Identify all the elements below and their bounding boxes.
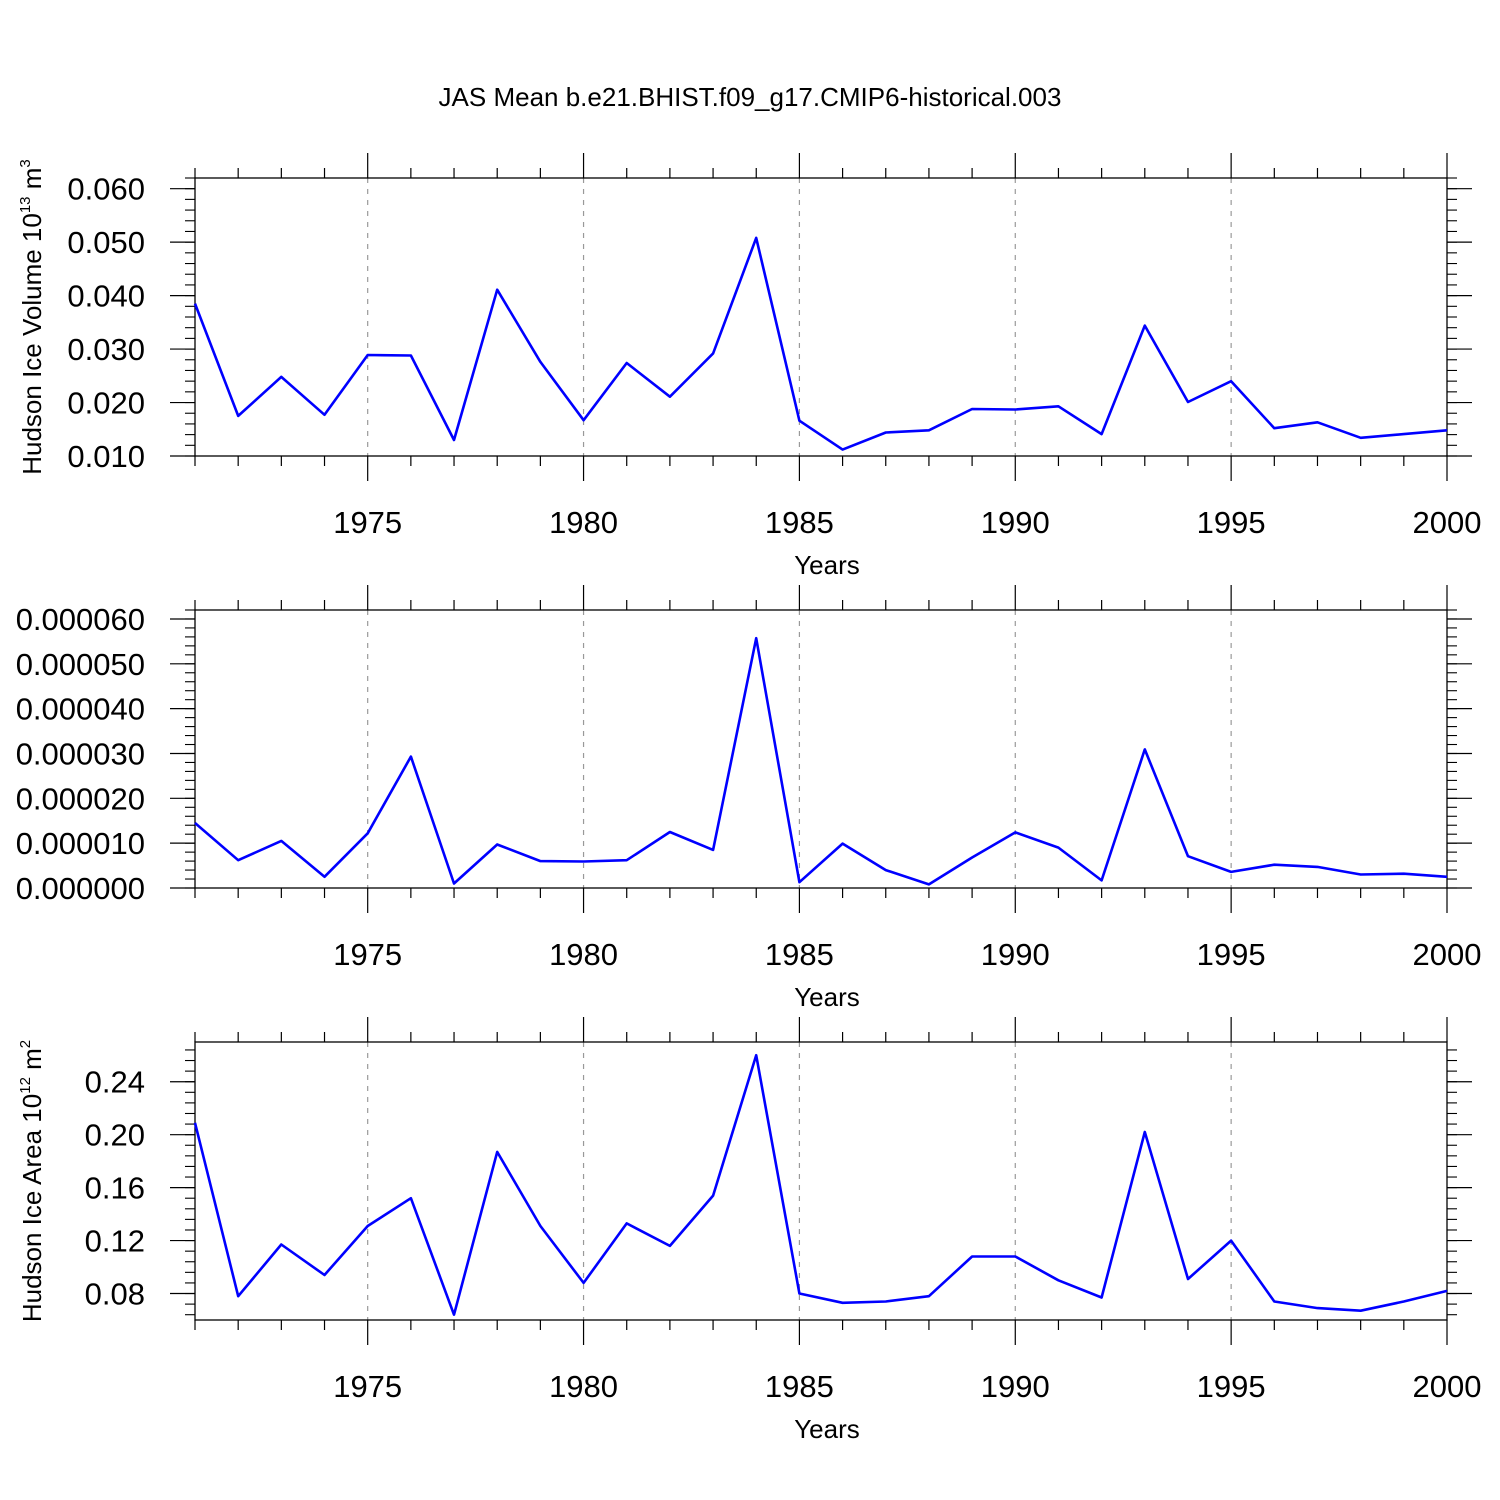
series-line — [194, 636, 1448, 886]
y-tick-label: 0.050 — [67, 225, 145, 260]
x-tick-label: 1980 — [549, 937, 618, 972]
y-axis-label: Hudson Ice Volume 1013 m3 — [17, 159, 47, 475]
y-tick-label: 0.000050 — [16, 647, 145, 682]
y-tick-label: 0.000000 — [16, 871, 145, 906]
series-line — [193, 236, 1448, 451]
x-tick-label: 1975 — [333, 505, 402, 540]
x-tick-label: 1995 — [1197, 1369, 1266, 1404]
y-axis-label-unit-exponent: 3 — [17, 159, 34, 167]
panels: 0.010 0.020 0.030 0.040 0.050 0.060 1975 1980 19… — [16, 153, 1482, 1444]
y-tick-label: 0.000060 — [16, 602, 145, 637]
plot-frame — [194, 177, 1448, 457]
y-tick-label: 0.08 — [85, 1277, 145, 1312]
y-tick-label: 0.000020 — [16, 781, 145, 816]
y-axis-label-text: Hudson Ice Area 10 — [17, 1094, 47, 1322]
x-tick-label: 1985 — [765, 1369, 834, 1404]
y-tick-label: 0.010 — [67, 439, 145, 474]
y-axis-label: Hudson Ice Area 1012 m2 — [17, 1040, 47, 1322]
x-tick-label: 1995 — [1197, 505, 1266, 540]
panel-3: 0.08 0.12 0.16 0.20 0.24 1975 1980 1985 1990 1995… — [17, 1017, 1481, 1444]
figure-title: JAS Mean b.e21.BHIST.f09_g17.CMIP6-histo… — [439, 82, 1062, 112]
x-tick-label: 2000 — [1413, 505, 1482, 540]
series-line — [193, 1053, 1448, 1316]
x-axis-label: Years — [794, 1414, 860, 1444]
y-tick-label: 0.030 — [67, 332, 145, 367]
y-axis-label-text: Hudson Ice Volume 10 — [17, 213, 47, 475]
x-tick-label: 1975 — [333, 1369, 402, 1404]
y-tick-label: 0.16 — [85, 1171, 145, 1206]
x-tick-label: 1990 — [981, 937, 1050, 972]
y-tick-label: 0.040 — [67, 279, 145, 314]
y-tick-label: 0.000040 — [16, 692, 145, 727]
y-tick-label: 0.020 — [67, 386, 145, 421]
y-axis-label-unit: m — [17, 1048, 47, 1077]
y-tick-label: 0.20 — [85, 1118, 145, 1153]
x-axis-label: Years — [794, 982, 860, 1012]
x-tick-label: 1975 — [333, 937, 402, 972]
y-tick-label: 0.24 — [85, 1065, 145, 1100]
y-tick-label: 0.000010 — [16, 826, 145, 861]
y-axis-label-unit-exponent: 2 — [17, 1040, 34, 1048]
x-tick-label: 2000 — [1413, 1369, 1482, 1404]
plot-frame — [194, 1041, 1448, 1321]
x-tick-label: 1980 — [549, 1369, 618, 1404]
x-tick-label: 2000 — [1413, 937, 1482, 972]
x-tick-label: 1995 — [1197, 937, 1266, 972]
x-tick-label: 1990 — [981, 505, 1050, 540]
panel-1: 0.010 0.020 0.030 0.040 0.050 0.060 1975 1980 19… — [17, 153, 1481, 580]
y-tick-label: 0.000030 — [16, 736, 145, 771]
y-axis-label-unit: m — [17, 168, 47, 197]
y-axis-label-exponent: 12 — [17, 1077, 34, 1094]
x-tick-label: 1980 — [549, 505, 618, 540]
y-tick-label: 0.12 — [85, 1224, 145, 1259]
panel-2: 0.000000 0.000010 0.000020 0.000030 0.000040… — [16, 585, 1482, 1012]
x-tick-label: 1990 — [981, 1369, 1050, 1404]
x-tick-label: 1985 — [765, 937, 834, 972]
x-axis-label: Years — [794, 550, 860, 580]
plot-frame — [194, 609, 1448, 889]
x-tick-label: 1985 — [765, 505, 834, 540]
y-axis-label-exponent: 13 — [17, 196, 34, 213]
y-tick-label: 0.060 — [67, 172, 145, 207]
